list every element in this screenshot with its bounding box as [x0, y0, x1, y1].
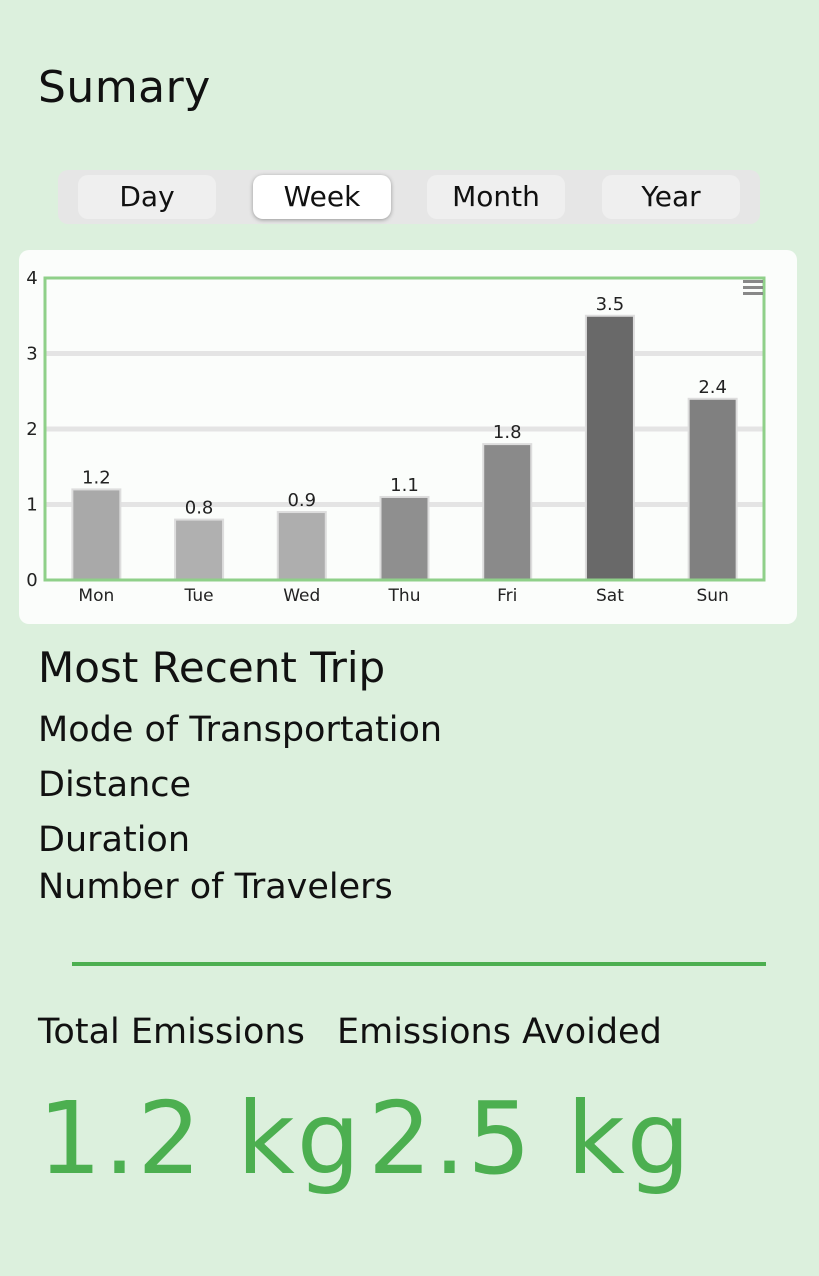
data-label: 2.4	[698, 377, 727, 398]
bar	[174, 518, 225, 582]
trip-field-distance: Distance	[38, 765, 192, 805]
x-tick-label: Mon	[78, 586, 114, 606]
bar	[687, 397, 738, 581]
hamburger-icon[interactable]	[743, 280, 763, 296]
y-tick-label: 4	[26, 268, 37, 289]
data-label: 0.9	[287, 490, 316, 511]
bar	[379, 495, 430, 581]
tab-week[interactable]: Week	[253, 175, 391, 219]
x-tick-label: Fri	[497, 586, 517, 606]
page-title: Sumary	[38, 62, 211, 113]
data-label: 0.8	[185, 498, 214, 519]
weekly-emissions-chart: 0 1 2 3 4 1.2 Mon 0.8 Tue 0.9 Wed 1.1 Thu 1.8 Fri 3.5 Sa…	[19, 250, 797, 624]
y-tick-label: 0	[26, 570, 37, 591]
trip-field-travelers: Number of Travelers	[38, 867, 393, 907]
trip-field-mode: Mode of Transportation	[38, 710, 443, 750]
period-selector: Day Week Month Year	[58, 170, 760, 224]
tab-year[interactable]: Year	[602, 175, 740, 219]
bar-chart-svg: 0 1 2 3 4 1.2 Mon 0.8 Tue 0.9 Wed 1.1 Thu 1.8 Fri 3.5 Sa…	[26, 268, 766, 606]
y-tick-label: 1	[26, 495, 37, 516]
bar	[482, 443, 533, 581]
emissions-avoided-label: Emissions Avoided	[337, 1012, 662, 1052]
trip-field-duration: Duration	[38, 820, 191, 860]
x-tick-label: Thu	[388, 586, 421, 606]
bar	[71, 488, 122, 581]
total-emissions-label: Total Emissions	[38, 1012, 305, 1052]
plot-frame	[43, 276, 766, 582]
y-tick-label: 2	[26, 419, 37, 440]
x-tick-label: Tue	[184, 586, 214, 606]
data-label: 1.1	[390, 475, 419, 496]
x-tick-label: Sun	[696, 586, 728, 606]
x-tick-label: Sat	[596, 586, 624, 606]
tab-day[interactable]: Day	[78, 175, 216, 219]
x-tick-label: Wed	[283, 586, 320, 606]
data-label: 1.2	[82, 467, 111, 488]
bar	[584, 314, 635, 581]
y-tick-label: 3	[26, 344, 37, 365]
emissions-avoided-value: 2.5 kg	[368, 1080, 693, 1197]
recent-trip-heading: Most Recent Trip	[38, 643, 386, 692]
data-label: 3.5	[596, 294, 625, 315]
data-label: 1.8	[493, 422, 522, 443]
bar	[276, 511, 327, 581]
section-divider	[72, 962, 766, 966]
tab-month[interactable]: Month	[427, 175, 565, 219]
total-emissions-value: 1.2 kg	[38, 1080, 363, 1197]
